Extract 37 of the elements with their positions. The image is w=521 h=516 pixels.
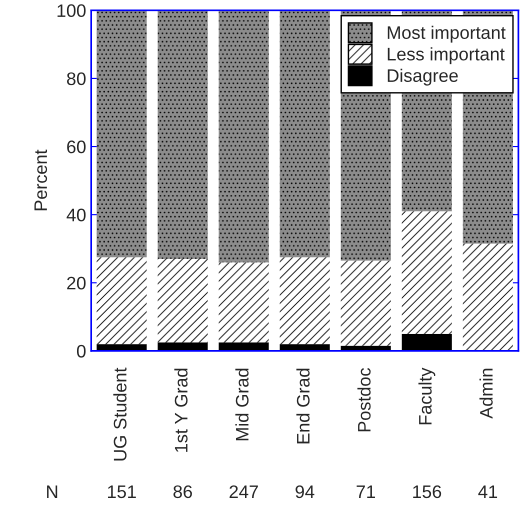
text: N (47, 486, 58, 498)
y-tick-label: 100 (58, 4, 86, 18)
bar (218, 262, 269, 342)
bar (218, 10, 269, 262)
text: 151 (108, 486, 136, 498)
legend-label: Most important (388, 26, 506, 43)
y-tick-label: 0 (76, 344, 86, 358)
x-tick-label: Faculty (418, 368, 436, 424)
text: 86 (173, 485, 192, 498)
text: 156 (413, 485, 442, 498)
x-tick-label: UG Student (113, 368, 127, 460)
text: 71 (356, 486, 375, 498)
bar (158, 258, 208, 342)
y-tick-label: 60 (67, 140, 86, 154)
text: 247 (230, 485, 258, 498)
x-tick-label: 1st Y Grad (174, 368, 188, 452)
legend-label: Disagree (388, 68, 458, 86)
bar (280, 257, 330, 344)
bar (158, 10, 208, 259)
bar (402, 211, 452, 334)
text: 94 (296, 485, 314, 498)
x-tick-label: Admin (479, 368, 493, 419)
legend-label: Less important (388, 47, 505, 64)
x-tick-label: End Grad (296, 368, 310, 444)
bar (280, 10, 330, 258)
bar (96, 10, 147, 258)
y-tick-label: 80 (67, 72, 86, 86)
text: 41 (478, 486, 498, 498)
x-tick-label: Postdoc (357, 368, 371, 432)
y-axis-title: Percent (34, 150, 48, 210)
y-tick-label: 40 (66, 208, 86, 222)
bar (340, 260, 391, 346)
bar (462, 244, 513, 351)
bar (96, 257, 147, 344)
x-tick-label: Mid Grad (235, 368, 249, 440)
y-tick-label: 20 (67, 276, 86, 290)
bar (402, 334, 452, 351)
